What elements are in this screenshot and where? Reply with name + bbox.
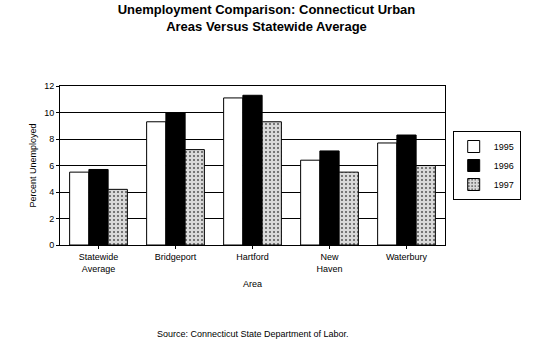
svg-text:Source: Connecticut State Depa: Source: Connecticut State Department of … (157, 329, 349, 339)
svg-text:6: 6 (49, 161, 54, 171)
svg-text:8: 8 (49, 134, 54, 144)
svg-text:10: 10 (44, 108, 54, 118)
svg-text:Unemployment Comparison: Conne: Unemployment Comparison: Connecticut Urb… (118, 2, 416, 34)
svg-text:1996: 1996 (494, 161, 514, 171)
svg-text:0: 0 (49, 240, 54, 250)
svg-text:1997: 1997 (494, 180, 514, 190)
svg-text:StatewideAverage: StatewideAverage (79, 252, 119, 274)
svg-text:2: 2 (49, 214, 54, 224)
svg-text:Hartford: Hartford (236, 252, 269, 262)
svg-text:4: 4 (49, 187, 54, 197)
svg-text:Percent Unemployed: Percent Unemployed (28, 123, 38, 207)
svg-text:1995: 1995 (494, 142, 514, 152)
svg-text:Waterbury: Waterbury (386, 252, 428, 262)
svg-text:Bridgeport: Bridgeport (155, 252, 197, 262)
svg-text:12: 12 (44, 81, 54, 91)
svg-text:NewHaven: NewHaven (316, 252, 342, 274)
svg-text:Area: Area (243, 279, 262, 289)
